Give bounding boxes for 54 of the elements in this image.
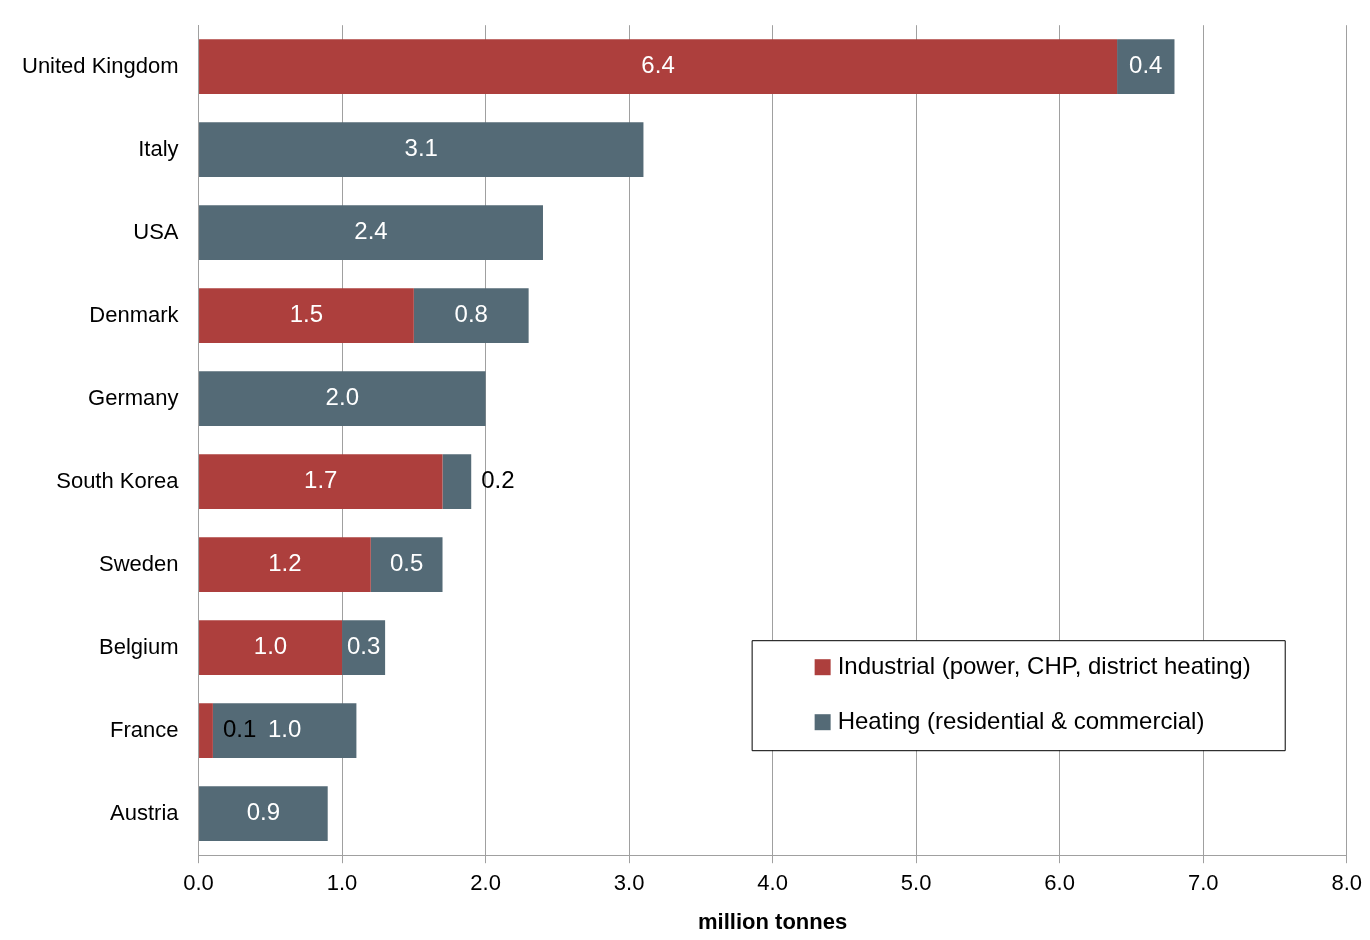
x-tick-label: 2.0 (470, 870, 501, 896)
bar (199, 537, 371, 593)
bar (342, 620, 386, 676)
x-tick-label: 1.0 (326, 870, 358, 896)
bar (199, 371, 486, 427)
bar (442, 454, 472, 510)
x-tick-label: 6.0 (1044, 870, 1075, 896)
data-label: 1.0 (267, 715, 302, 743)
x-axis-title: million tonnes (698, 908, 848, 934)
data-label: 1.7 (304, 466, 338, 494)
data-label: 1.2 (268, 549, 302, 577)
legend-label: Industrial (power, CHP, district heating) (837, 651, 1251, 679)
data-label: 0.4 (1129, 51, 1163, 79)
x-tick-label: 7.0 (1187, 870, 1219, 896)
data-label: 0.1 (222, 715, 257, 743)
bar (199, 454, 443, 510)
legend-label: Heating (residential & commercial) (837, 706, 1205, 734)
y-tick-label: France (110, 716, 179, 742)
bar (199, 122, 644, 178)
data-label: 0.2 (481, 466, 515, 494)
bar (212, 703, 357, 759)
data-label: 1.0 (253, 632, 288, 660)
y-tick-label: Sweden (99, 550, 179, 576)
bar (199, 39, 1118, 95)
data-label: 0.5 (389, 549, 424, 577)
data-label: 0.9 (246, 798, 281, 826)
y-tick-label: Italy (138, 135, 179, 161)
x-tick-label: 8.0 (1331, 870, 1363, 896)
y-tick-label: Belgium (99, 633, 179, 659)
bar (199, 205, 543, 261)
data-label: 0.8 (454, 300, 488, 328)
data-label: 2.0 (325, 383, 359, 411)
data-label: 2.4 (354, 217, 388, 245)
x-tick-label: 3.0 (613, 870, 645, 896)
y-tick-label: Austria (110, 799, 180, 825)
data-label: 6.4 (641, 51, 675, 79)
bar (1117, 39, 1175, 95)
bar (199, 703, 213, 759)
y-tick-label: South Korea (56, 467, 180, 493)
bar (199, 620, 343, 676)
data-label: 1.5 (289, 300, 324, 328)
bar (370, 537, 443, 593)
x-tick-label: 5.0 (900, 870, 932, 896)
x-tick-label: 4.0 (757, 870, 788, 896)
data-label: 0.3 (346, 632, 381, 660)
bar (199, 786, 328, 842)
data-label: 3.1 (404, 134, 438, 162)
x-tick-label: 0.0 (183, 870, 214, 896)
y-tick-label: United Kingdom (21, 52, 179, 78)
y-tick-label: Germany (88, 384, 179, 410)
y-tick-label: Denmark (89, 301, 180, 327)
y-tick-label: USA (133, 218, 179, 244)
bar (413, 288, 529, 344)
bar (199, 288, 414, 344)
